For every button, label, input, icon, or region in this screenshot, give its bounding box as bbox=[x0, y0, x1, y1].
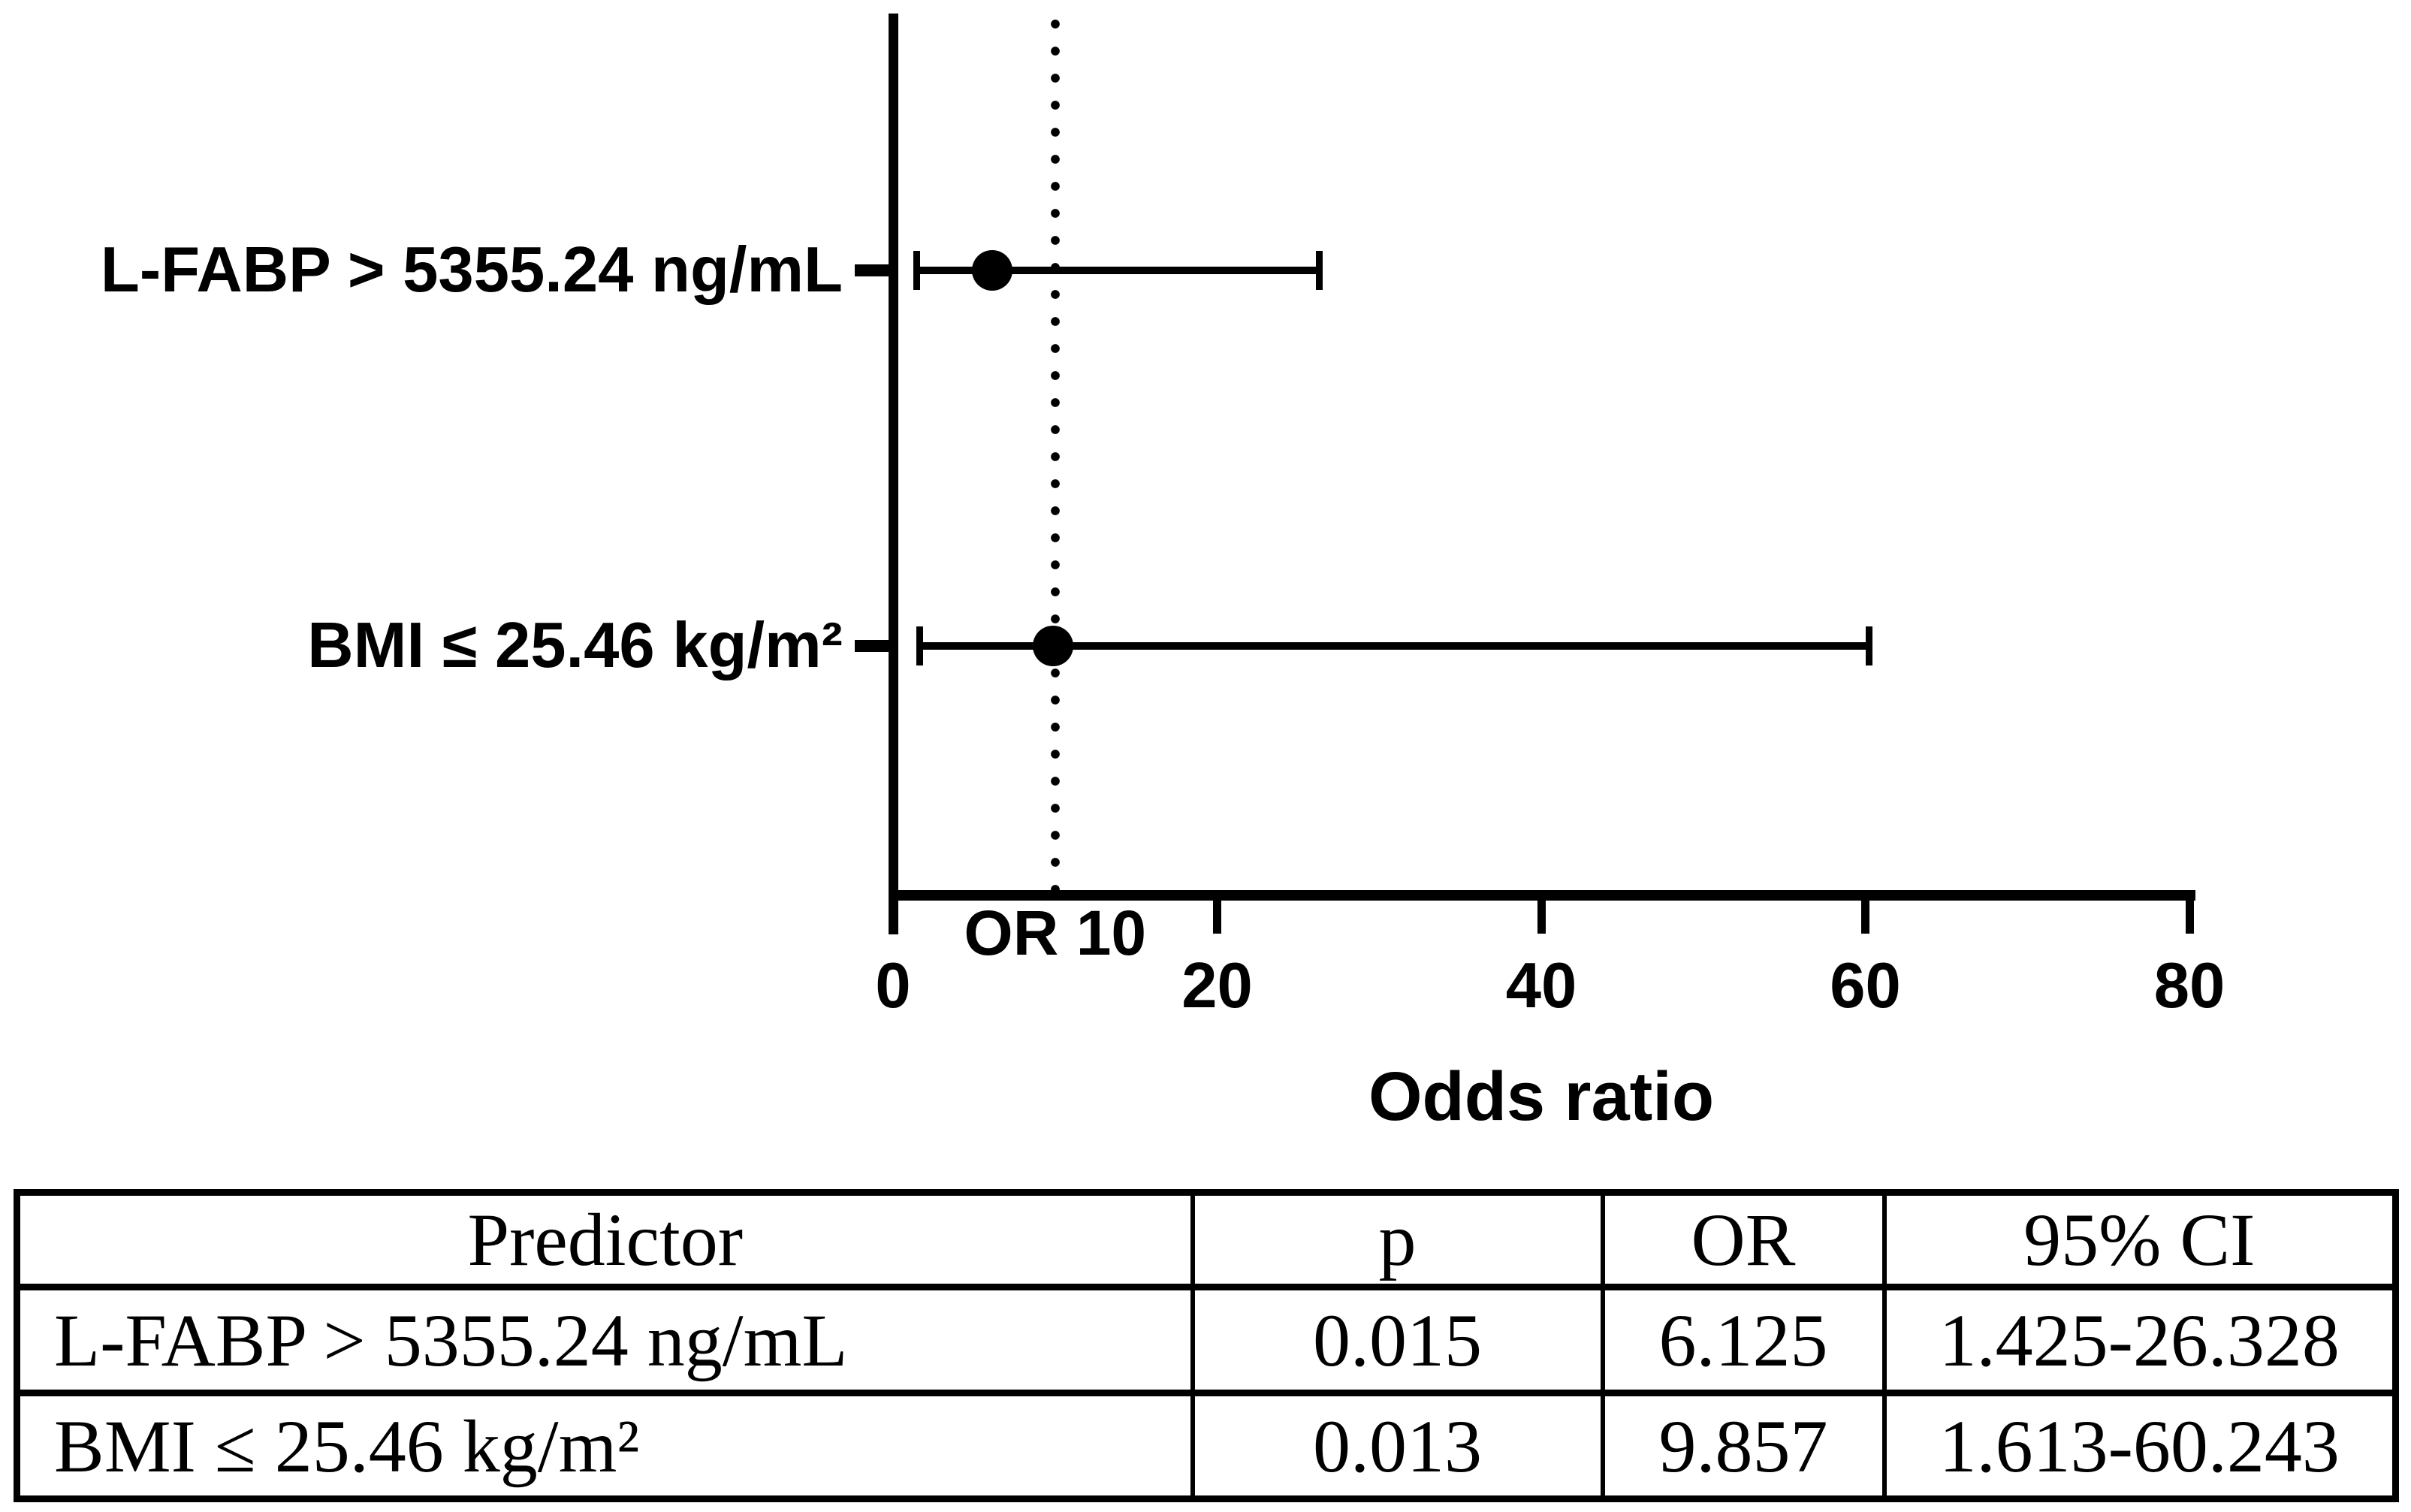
table-header-p: p bbox=[1190, 1189, 1605, 1290]
cell-p: 0.013 bbox=[1190, 1390, 1605, 1502]
reference-dotted-line bbox=[1050, 17, 1060, 890]
table-header-or: OR bbox=[1600, 1189, 1887, 1290]
ci-cap-low bbox=[916, 626, 923, 665]
table-row: L-FABP > 5355.24 ng/mL 0.015 6.125 1.425… bbox=[14, 1284, 2398, 1396]
x-axis-tick bbox=[2185, 901, 2194, 934]
x-axis-title: Odds ratio bbox=[1368, 1058, 1715, 1135]
table-header-row: Predictor p OR 95% CI bbox=[14, 1189, 2398, 1290]
row-label: L-FABP > 5355.24 ng/mL bbox=[100, 234, 843, 306]
y-axis-line bbox=[889, 14, 898, 934]
cell-ci: 1.425-26.328 bbox=[1881, 1284, 2398, 1396]
cell-p: 0.015 bbox=[1190, 1284, 1605, 1396]
x-axis-tick-label: 20 bbox=[1181, 950, 1253, 1022]
or-point bbox=[1032, 626, 1073, 666]
x-axis-tick bbox=[1213, 901, 1221, 934]
results-table-wrapper: Predictor p OR 95% CI L-FABP > 5355.24 n… bbox=[14, 1189, 2399, 1502]
cell-or: 6.125 bbox=[1600, 1284, 1887, 1396]
y-axis-tick bbox=[855, 640, 889, 652]
forest-plot: 0 20 40 60 80 OR 10 Odds ratio L-FABP > … bbox=[100, 14, 2225, 1135]
y-axis-tick bbox=[855, 264, 889, 276]
ci-line bbox=[919, 642, 1869, 650]
table-header-ci: 95% CI bbox=[1881, 1189, 2398, 1290]
results-table: Predictor p OR 95% CI L-FABP > 5355.24 n… bbox=[14, 1189, 2399, 1502]
x-axis-tick bbox=[889, 901, 898, 934]
x-axis-tick-label: 40 bbox=[1505, 950, 1577, 1022]
or-point bbox=[972, 250, 1013, 291]
ci-cap-high bbox=[1316, 251, 1323, 290]
reference-line-label: OR 10 bbox=[964, 898, 1147, 968]
row-label: BMI ≤ 25.46 kg/m² bbox=[307, 610, 843, 681]
x-axis-tick-label: 80 bbox=[2153, 950, 2225, 1022]
x-axis-tick bbox=[1861, 901, 1869, 934]
x-axis-tick-label: 0 bbox=[875, 950, 911, 1022]
ci-cap-high bbox=[1865, 626, 1872, 665]
ci-cap-low bbox=[913, 251, 920, 290]
x-axis-tick bbox=[1537, 901, 1546, 934]
cell-predictor: BMI ≤ 25.46 kg/m² bbox=[14, 1390, 1195, 1502]
x-axis-line bbox=[889, 890, 2195, 901]
cell-ci: 1.613-60.243 bbox=[1881, 1390, 2398, 1502]
cell-or: 9.857 bbox=[1600, 1390, 1887, 1502]
table-header-predictor: Predictor bbox=[14, 1189, 1195, 1290]
ci-line bbox=[916, 267, 1320, 274]
x-axis-tick-label: 60 bbox=[1830, 950, 1901, 1022]
table-row: BMI ≤ 25.46 kg/m² 0.013 9.857 1.613-60.2… bbox=[14, 1390, 2398, 1502]
cell-predictor: L-FABP > 5355.24 ng/mL bbox=[14, 1284, 1195, 1396]
